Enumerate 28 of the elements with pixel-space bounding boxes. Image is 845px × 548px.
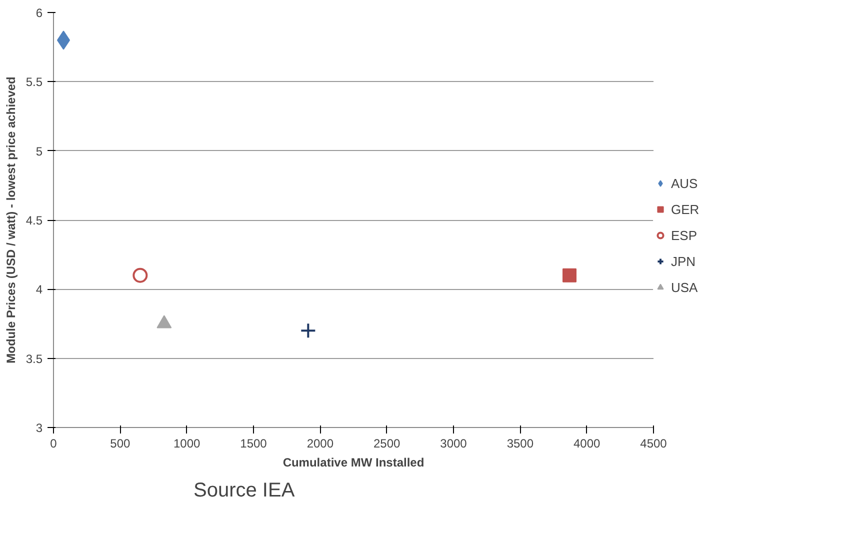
- x-tick-label: 3500: [506, 436, 534, 450]
- legend-label: USA: [671, 280, 698, 294]
- legend-label: JPN: [671, 254, 696, 268]
- legend-label: AUS: [671, 176, 698, 190]
- y-tick-label: 5: [36, 144, 43, 158]
- y-axis-title: Module Prices (USD / watt) - lowest price achieved: [4, 76, 18, 364]
- x-tick-label: 500: [110, 436, 131, 450]
- y-tick-label: 4: [36, 282, 43, 297]
- source-note: Source IEA: [194, 480, 296, 502]
- point: [132, 268, 148, 283]
- y-tick-label: 5.5: [26, 75, 43, 90]
- x-tick-label: 0: [50, 436, 58, 450]
- y-tick-label: 3: [36, 421, 43, 435]
- point: [562, 268, 576, 282]
- legend-label: GER: [671, 202, 700, 216]
- x-tick-label: 1000: [173, 436, 201, 450]
- x-tick-label: 1500: [240, 436, 268, 450]
- x-tick-label: 4000: [573, 436, 601, 450]
- y-tick-label: 6: [36, 6, 43, 20]
- point: [300, 322, 316, 339]
- y-tick-label: 3.5: [26, 352, 43, 366]
- x-tick-label: 4500: [640, 436, 668, 450]
- legend-label: ESP: [671, 228, 698, 242]
- x-tick-label: 3000: [440, 436, 468, 450]
- y-tick-label: 4.5: [26, 214, 43, 228]
- x-tick-label: 2000: [306, 436, 334, 450]
- x-axis-title: Cumulative MW Installed: [282, 456, 424, 470]
- x-tick-label: 2500: [373, 436, 401, 450]
